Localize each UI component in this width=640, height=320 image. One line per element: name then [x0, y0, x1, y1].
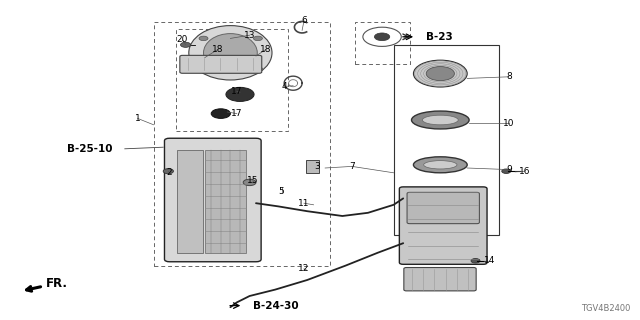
Circle shape	[163, 169, 173, 174]
Circle shape	[253, 67, 262, 71]
Text: 4: 4	[282, 82, 287, 91]
Ellipse shape	[413, 157, 467, 173]
FancyBboxPatch shape	[164, 138, 261, 262]
Text: 6: 6	[301, 16, 307, 25]
Text: B-23: B-23	[426, 32, 452, 42]
Text: 17: 17	[231, 87, 243, 96]
Text: B-25-10: B-25-10	[67, 144, 113, 154]
Circle shape	[413, 60, 467, 87]
Text: 16: 16	[519, 167, 531, 176]
Circle shape	[502, 169, 511, 173]
Ellipse shape	[189, 26, 272, 80]
Text: 9: 9	[506, 165, 511, 174]
Circle shape	[243, 179, 256, 186]
Text: 13: 13	[244, 31, 255, 40]
Text: FR.: FR.	[26, 277, 68, 291]
Ellipse shape	[412, 111, 469, 129]
Text: 18: 18	[260, 45, 271, 54]
Text: 1: 1	[135, 114, 140, 123]
Bar	[306, 160, 319, 173]
Text: B-24-30: B-24-30	[253, 300, 298, 311]
FancyBboxPatch shape	[180, 55, 262, 73]
Bar	[205, 150, 246, 253]
Text: 11: 11	[298, 199, 310, 208]
FancyBboxPatch shape	[407, 192, 479, 224]
Circle shape	[471, 259, 480, 263]
Bar	[176, 29, 288, 131]
Text: 14: 14	[484, 256, 495, 265]
Bar	[394, 45, 499, 235]
Text: 15: 15	[247, 176, 259, 185]
Circle shape	[226, 87, 254, 101]
Ellipse shape	[424, 161, 457, 169]
FancyBboxPatch shape	[404, 268, 476, 291]
Bar	[177, 150, 203, 253]
Text: 20: 20	[177, 36, 188, 44]
Text: 17: 17	[231, 109, 243, 118]
Text: 8: 8	[506, 72, 511, 81]
Text: TGV4B2400: TGV4B2400	[581, 304, 630, 313]
Circle shape	[199, 67, 208, 71]
Circle shape	[253, 36, 262, 41]
Text: 3: 3	[314, 162, 319, 171]
Text: 12: 12	[298, 264, 310, 273]
Ellipse shape	[204, 34, 257, 72]
Bar	[154, 22, 330, 266]
Text: 5: 5	[279, 188, 284, 196]
Circle shape	[180, 42, 191, 47]
Text: 2: 2	[167, 168, 172, 177]
Text: 10: 10	[503, 119, 515, 128]
FancyBboxPatch shape	[399, 187, 487, 264]
Text: 7: 7	[349, 162, 355, 171]
Ellipse shape	[422, 115, 458, 125]
Circle shape	[199, 36, 208, 41]
Circle shape	[211, 109, 230, 118]
Text: 18: 18	[212, 45, 223, 54]
Circle shape	[426, 67, 454, 81]
Bar	[355, 22, 410, 64]
Circle shape	[374, 33, 390, 41]
